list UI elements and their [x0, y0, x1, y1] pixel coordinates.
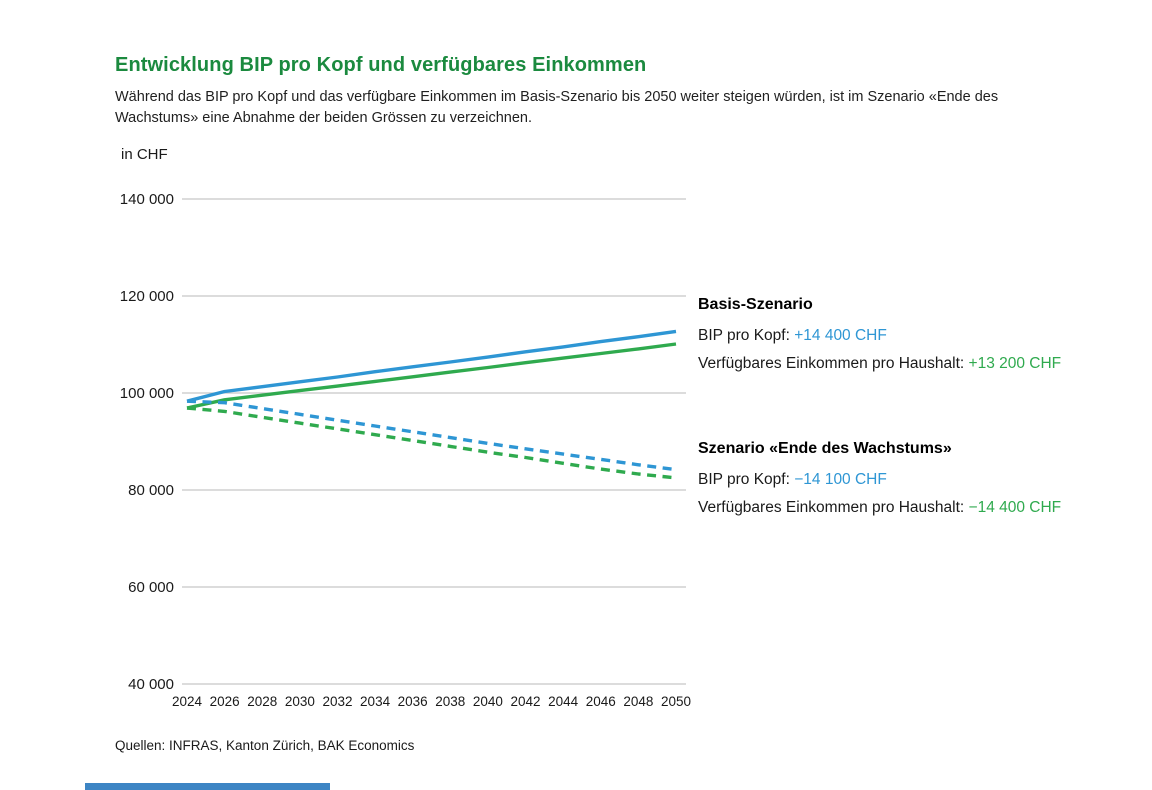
y-tick-label: 60 000	[128, 579, 174, 596]
series-line-1	[186, 342, 677, 410]
legend-ende-bip-label: BIP pro Kopf:	[698, 471, 795, 488]
legend-basis-einkommen-label: Verfügbares Einkommen pro Haushalt:	[698, 355, 969, 372]
legend-basis-bip-value: +14 400 CHF	[794, 327, 887, 344]
legend-ende-bip-line: BIP pro Kopf: −14 100 CHF	[698, 466, 1128, 494]
x-tick-label: 2048	[623, 694, 653, 709]
legend-ende-bip-value: −14 100 CHF	[794, 471, 887, 488]
legend-ende-einkommen-value: −14 400 CHF	[968, 499, 1062, 516]
y-tick-label: 140 000	[120, 191, 174, 208]
x-tick-label: 2040	[473, 694, 503, 709]
x-tick-label: 2024	[172, 694, 203, 709]
y-tick-label: 100 000	[120, 385, 174, 402]
x-tick-label: 2050	[661, 694, 691, 709]
legend-basis-heading: Basis-Szenario	[698, 296, 813, 313]
x-tick-label: 2028	[247, 694, 277, 709]
x-tick-label: 2036	[398, 694, 428, 709]
series-line-2	[186, 399, 677, 472]
legend-basis-einkommen-line: Verfügbares Einkommen pro Haushalt: +13 …	[698, 350, 1128, 378]
y-tick-label: 80 000	[128, 482, 174, 499]
x-tick-label: 2046	[586, 694, 616, 709]
x-tick-label: 2030	[285, 694, 315, 709]
legend-ende-heading: Szenario «Ende des Wachstums»	[698, 440, 952, 457]
legend-ende-einkommen-label: Verfügbares Einkommen pro Haushalt:	[698, 499, 969, 516]
page-subtitle: Während das BIP pro Kopf und das verfügb…	[115, 89, 999, 126]
page-title: Entwicklung BIP pro Kopf und verfügbares…	[115, 54, 647, 76]
y-axis-unit-label: in CHF	[121, 146, 168, 163]
legend-ende-des-wachstums: Szenario «Ende des Wachstums» BIP pro Ko…	[698, 440, 1128, 522]
source-attribution: Quellen: INFRAS, Kanton Zürich, BAK Econ…	[115, 738, 415, 753]
series-line-3	[186, 406, 677, 480]
legend-basis-szenario: Basis-Szenario BIP pro Kopf: +14 400 CHF…	[698, 296, 1128, 378]
legend-basis-bip-line: BIP pro Kopf: +14 400 CHF	[698, 322, 1128, 350]
legend-ende-einkommen-line: Verfügbares Einkommen pro Haushalt: −14 …	[698, 494, 1128, 522]
x-tick-label: 2034	[360, 694, 391, 709]
x-tick-label: 2032	[322, 694, 352, 709]
x-tick-label: 2044	[548, 694, 579, 709]
y-tick-label: 120 000	[120, 288, 174, 305]
x-tick-label: 2042	[511, 694, 541, 709]
x-tick-label: 2026	[210, 694, 240, 709]
series-line-0	[186, 329, 677, 403]
footer-accent-bar	[85, 783, 330, 790]
x-tick-label: 2038	[435, 694, 465, 709]
y-tick-label: 40 000	[128, 676, 174, 693]
legend-basis-bip-label: BIP pro Kopf:	[698, 327, 795, 344]
legend-basis-einkommen-value: +13 200 CHF	[968, 355, 1062, 372]
